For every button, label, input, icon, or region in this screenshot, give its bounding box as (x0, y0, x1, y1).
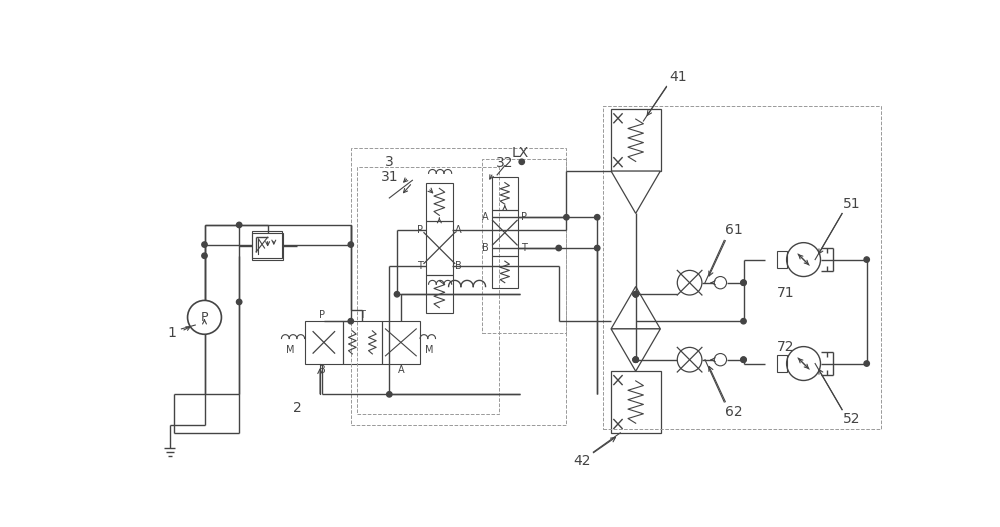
Text: 51: 51 (842, 197, 860, 211)
Circle shape (519, 159, 524, 164)
Text: P: P (521, 212, 527, 222)
Circle shape (564, 214, 569, 220)
Bar (426, 182, 453, 221)
Bar (611, 371, 661, 433)
Bar (482, 160, 566, 333)
Circle shape (741, 280, 746, 286)
Circle shape (236, 222, 242, 228)
Text: 42: 42 (573, 454, 591, 467)
Bar (777, 251, 787, 268)
Bar (603, 105, 881, 429)
Circle shape (348, 242, 353, 247)
Text: 32: 32 (496, 157, 514, 170)
Bar (611, 110, 661, 171)
Text: LX: LX (512, 147, 529, 160)
Circle shape (633, 291, 638, 297)
Bar (492, 256, 518, 288)
Bar (343, 321, 382, 364)
Text: T: T (417, 261, 423, 271)
Circle shape (633, 291, 638, 297)
Circle shape (714, 354, 727, 366)
Bar (426, 221, 453, 275)
Circle shape (202, 253, 207, 258)
Circle shape (633, 357, 638, 363)
Text: A: A (455, 226, 462, 236)
Text: M: M (286, 345, 295, 355)
Circle shape (741, 318, 746, 324)
Text: 61: 61 (725, 223, 743, 237)
Bar (357, 167, 499, 414)
Text: B: B (455, 261, 462, 271)
Text: P: P (201, 311, 208, 324)
Circle shape (787, 347, 821, 380)
Circle shape (787, 242, 821, 277)
Circle shape (394, 291, 400, 297)
Text: P: P (417, 226, 423, 236)
Circle shape (595, 246, 600, 251)
Circle shape (595, 214, 600, 220)
Polygon shape (611, 287, 660, 329)
Circle shape (633, 291, 638, 297)
Text: 72: 72 (777, 339, 795, 354)
Text: A: A (398, 365, 404, 375)
Circle shape (188, 300, 221, 334)
Polygon shape (611, 171, 660, 213)
Circle shape (864, 257, 869, 262)
Text: T: T (359, 310, 365, 320)
Text: B: B (319, 365, 326, 375)
Circle shape (741, 357, 746, 363)
Circle shape (741, 357, 746, 363)
Text: A: A (482, 212, 489, 222)
Circle shape (677, 347, 702, 372)
Bar (252, 232, 283, 260)
Text: 3: 3 (385, 155, 394, 169)
Bar (305, 321, 343, 364)
Circle shape (556, 246, 561, 251)
Bar (492, 210, 518, 256)
Bar (382, 321, 420, 364)
Bar (252, 231, 282, 258)
Text: 62: 62 (725, 405, 743, 419)
Circle shape (387, 392, 392, 397)
Text: P: P (319, 310, 325, 320)
Bar (777, 355, 787, 372)
Circle shape (236, 299, 242, 305)
Text: B: B (482, 243, 489, 253)
Text: 71: 71 (777, 286, 795, 300)
Circle shape (348, 318, 353, 324)
Circle shape (202, 242, 207, 247)
Circle shape (677, 270, 702, 295)
Text: 41: 41 (669, 70, 687, 84)
Bar (492, 177, 518, 210)
Circle shape (633, 357, 638, 363)
Text: 52: 52 (843, 412, 860, 426)
Circle shape (864, 361, 869, 366)
Text: 2: 2 (293, 401, 301, 415)
Circle shape (714, 277, 727, 289)
Bar (351, 148, 566, 425)
Text: 31: 31 (380, 170, 398, 184)
Polygon shape (611, 329, 660, 371)
Circle shape (633, 357, 638, 363)
Text: M: M (425, 345, 434, 355)
Text: T: T (521, 243, 527, 253)
Circle shape (741, 280, 746, 286)
Bar (426, 275, 453, 314)
Text: 1: 1 (168, 326, 177, 340)
